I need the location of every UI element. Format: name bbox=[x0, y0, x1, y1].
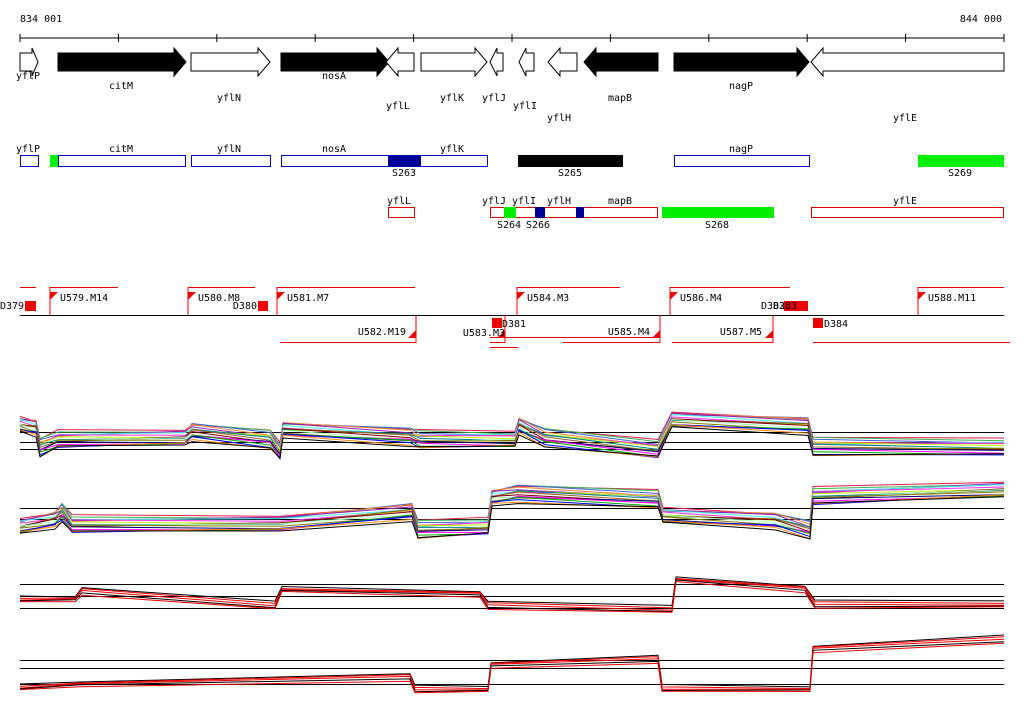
gene-label: yflJ bbox=[482, 93, 506, 104]
track-label: yflL bbox=[387, 196, 411, 207]
expression-trace bbox=[19, 579, 1005, 613]
track-label: mapB bbox=[608, 196, 632, 207]
expression-trace bbox=[19, 412, 1005, 448]
element-label: U581.M7 bbox=[287, 293, 329, 304]
transcript-track-1: yflP citM yflN nosA yflK nagP S263 S265 … bbox=[16, 144, 1004, 179]
expression-trace bbox=[19, 580, 1005, 613]
element-label: D380 bbox=[233, 301, 257, 312]
gene-label: yflI bbox=[513, 101, 537, 112]
gene-label: nosA bbox=[322, 71, 346, 82]
track-label: yflN bbox=[217, 144, 241, 155]
expression-trace bbox=[19, 411, 1005, 444]
element-track: D379 U579.M14 U580.M8 D380 U581.M7 U582.… bbox=[0, 287, 1010, 348]
expression-trace bbox=[19, 421, 1005, 454]
gene-label: nagP bbox=[729, 81, 753, 92]
transcript-track-2: yflL yflJ yflI yflH mapB yflE S264 S266 … bbox=[387, 196, 1004, 231]
element-label: U583.M3 bbox=[463, 328, 505, 339]
expression-trace bbox=[19, 636, 1005, 690]
gene-labels: yflP citM yflN nosA yflL yflK yflJ yflI … bbox=[16, 71, 917, 124]
track-label: S264 bbox=[497, 220, 521, 231]
track-label: yflJ bbox=[482, 196, 506, 207]
ruler: 834 001 844 000 bbox=[19, 14, 1005, 42]
gene-label: yflL bbox=[386, 101, 410, 112]
ruler-end: 844 000 bbox=[960, 14, 1002, 25]
expression-trace bbox=[19, 578, 1005, 611]
ruler-start: 834 001 bbox=[20, 14, 62, 25]
track-label: yflK bbox=[440, 144, 464, 155]
track-label: yflH bbox=[547, 196, 571, 207]
track-label: yflE bbox=[893, 196, 917, 207]
expression-panels bbox=[19, 411, 1005, 694]
track-label: S268 bbox=[705, 220, 729, 231]
expression-trace bbox=[19, 638, 1005, 691]
element-label: U588.M11 bbox=[928, 293, 976, 304]
track-label: S266 bbox=[526, 220, 550, 231]
track-label: yflP bbox=[16, 144, 40, 155]
gene-label: yflN bbox=[217, 93, 241, 104]
expression-trace bbox=[19, 426, 1005, 459]
track-label: nosA bbox=[322, 144, 346, 155]
element-label: U587.M5 bbox=[720, 327, 762, 338]
track-label: yflI bbox=[512, 196, 536, 207]
element-label: U586.M4 bbox=[680, 293, 722, 304]
expression-trace bbox=[19, 419, 1005, 455]
element-label: U582.M19 bbox=[358, 327, 406, 338]
gene-label: citM bbox=[109, 81, 133, 92]
element-label: D384 bbox=[824, 319, 848, 330]
gene-label: yflE bbox=[893, 113, 917, 124]
element-label: D381 bbox=[502, 319, 526, 330]
gene-label: yflK bbox=[440, 93, 464, 104]
track-label: S269 bbox=[948, 168, 972, 179]
expression-trace bbox=[19, 577, 1005, 609]
gene-label: yflP bbox=[16, 71, 40, 82]
element-label: U580.M8 bbox=[198, 293, 240, 304]
element-label: U584.M3 bbox=[527, 293, 569, 304]
track-label: nagP bbox=[729, 144, 753, 155]
element-label: D383 bbox=[773, 301, 797, 312]
element-label: D382 bbox=[761, 301, 785, 312]
track-label: S263 bbox=[392, 168, 416, 179]
gene-track bbox=[19, 46, 1005, 78]
element-label: U579.M14 bbox=[60, 293, 108, 304]
track-label: S265 bbox=[558, 168, 582, 179]
expression-trace bbox=[19, 642, 1005, 694]
element-label: U585.M4 bbox=[608, 327, 650, 338]
expression-trace bbox=[19, 496, 1005, 540]
gene-label: mapB bbox=[608, 93, 632, 104]
expression-trace bbox=[19, 424, 1005, 460]
track-label: citM bbox=[109, 144, 133, 155]
expression-trace bbox=[19, 424, 1005, 459]
gene-label: yflH bbox=[547, 113, 571, 124]
element-label: D379 bbox=[0, 301, 24, 312]
